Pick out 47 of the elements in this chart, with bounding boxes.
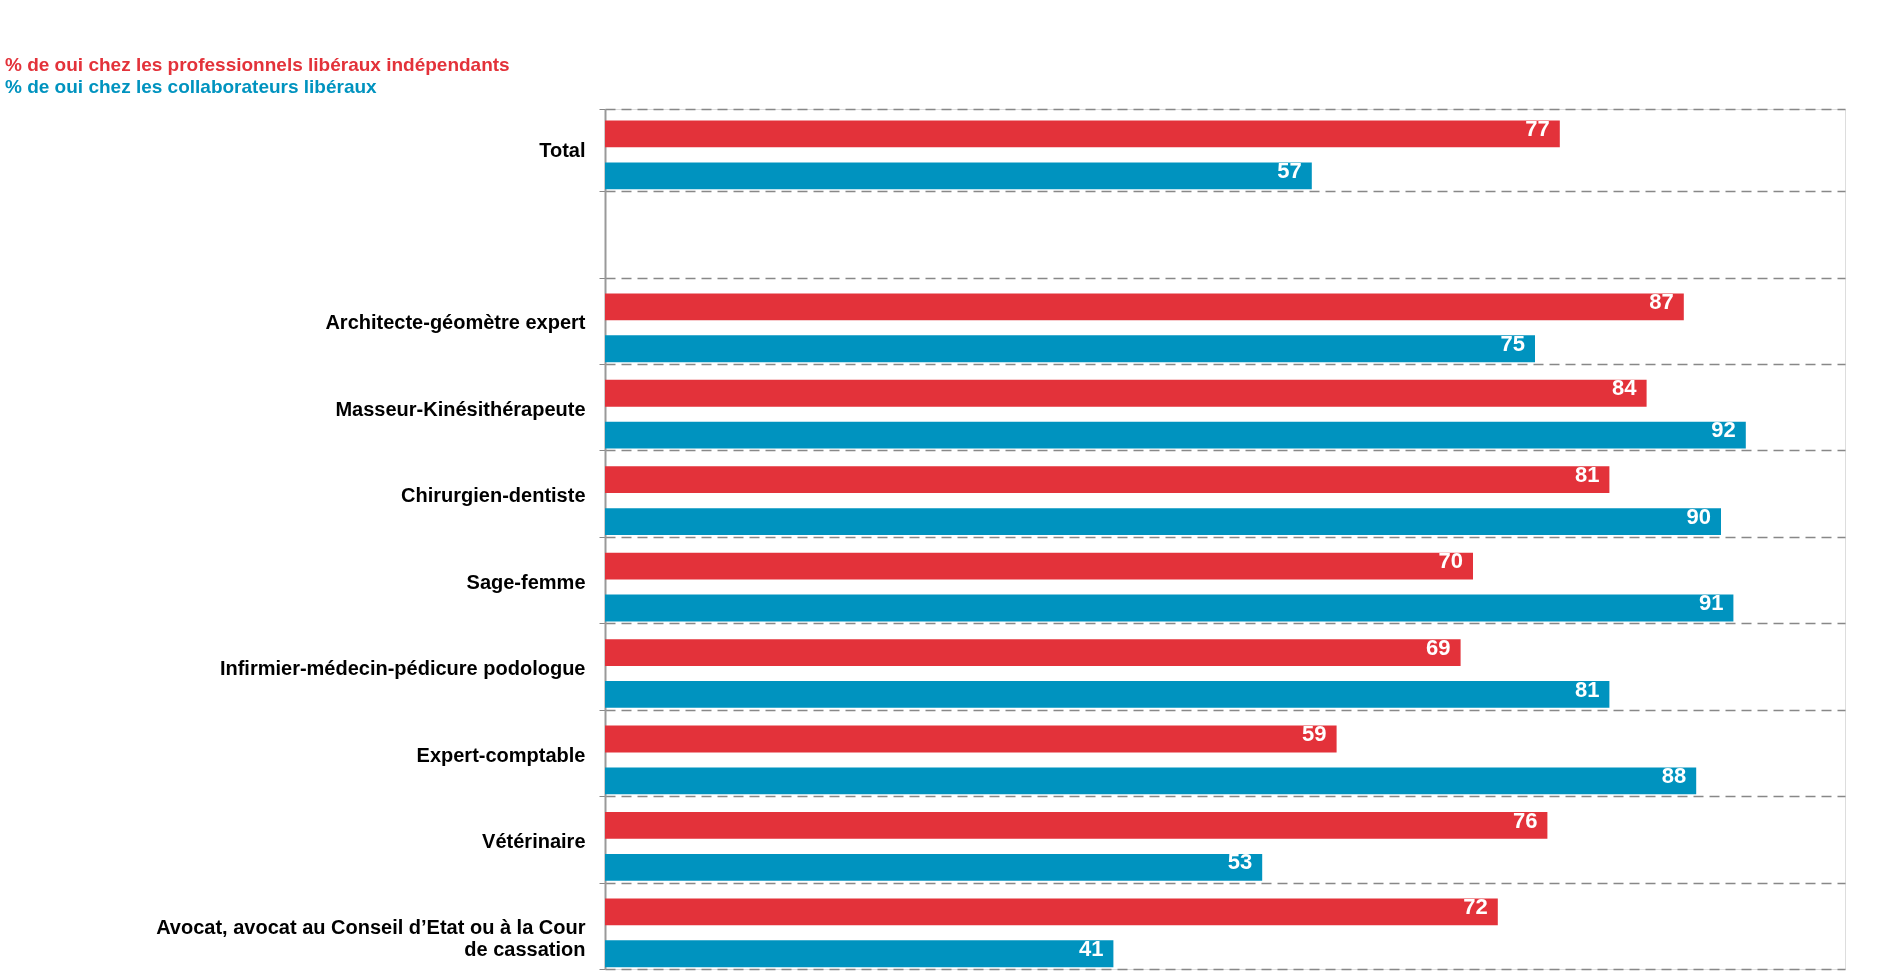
text: % de oui chez les collaborateurs libéraux	[5, 76, 378, 97]
data-label: 84	[1612, 375, 1638, 401]
data-label: 53	[1227, 849, 1253, 875]
data-label: 77	[1525, 116, 1550, 142]
bar	[605, 508, 1721, 535]
data-label: 88	[1661, 763, 1687, 789]
data-label: 41	[1078, 935, 1104, 961]
data-label: 91	[1698, 590, 1724, 616]
data-label: 59	[1302, 721, 1327, 747]
y-tick-label: Vétérinaire	[482, 830, 586, 853]
text: % de oui chez les professionnels libéraux indépendants	[5, 54, 510, 75]
y-tick-label: Infirmier-médecin-pédicure podologue	[219, 657, 586, 680]
bar	[605, 120, 1560, 148]
data-label: 81	[1574, 461, 1600, 487]
y-tick-label: Architecte-géomètre expert	[325, 311, 586, 334]
data-label: 81	[1574, 676, 1600, 702]
bar	[605, 466, 1610, 494]
y-tick-label: Sage-femme	[466, 570, 586, 593]
y-tick-label: Masseur-Kinésithérapeute	[335, 397, 586, 420]
bar	[605, 552, 1473, 580]
bar	[605, 681, 1610, 708]
bar	[605, 767, 1697, 795]
y-tick-label: Expert-comptable	[416, 743, 586, 766]
data-label: 72	[1463, 894, 1488, 919]
bar	[605, 725, 1337, 753]
bar	[605, 421, 1746, 449]
data-label: 69	[1426, 634, 1451, 660]
bar	[605, 335, 1535, 363]
data-label: 75	[1500, 330, 1525, 356]
bar	[605, 162, 1312, 190]
y-tick-label: Avocat, avocat au Conseil d’Etat ou à la Cour de cassation	[156, 916, 586, 961]
data-label: 87	[1649, 288, 1674, 314]
data-label: 92	[1711, 417, 1736, 443]
bar	[605, 293, 1684, 321]
y-tick-label: Total	[539, 138, 586, 161]
bar	[605, 639, 1461, 666]
bar	[605, 812, 1548, 839]
data-label: 90	[1686, 503, 1711, 529]
bar	[605, 594, 1734, 622]
data-label: 70	[1438, 548, 1463, 574]
bar	[605, 379, 1647, 407]
data-label: 57	[1277, 158, 1302, 183]
y-tick-label: Chirurgien-dentiste	[401, 484, 586, 507]
bar	[605, 940, 1114, 968]
bar	[605, 853, 1263, 881]
data-label: 76	[1512, 807, 1538, 833]
bar	[605, 898, 1498, 926]
